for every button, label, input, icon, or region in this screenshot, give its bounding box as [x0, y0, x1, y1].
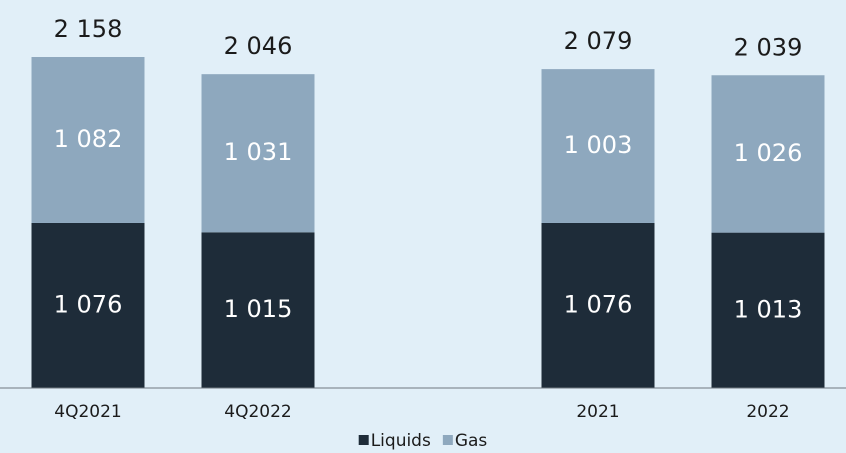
- bar-segment: [541, 222, 655, 388]
- bar-segment: [711, 75, 825, 233]
- segment-label: 1 026: [734, 139, 803, 167]
- x-tick-label: 4Q2021: [54, 402, 121, 422]
- x-tick-label: 2022: [746, 402, 789, 422]
- segment-label: 1 013: [734, 295, 803, 323]
- bar-segment: [31, 222, 145, 388]
- total-label: 2 158: [54, 15, 123, 43]
- bar-segment: [31, 57, 145, 223]
- total-label: 2 079: [564, 27, 633, 55]
- bar-segment: [201, 232, 315, 388]
- segment-label: 1 076: [564, 290, 633, 318]
- legend-text: Liquids: [371, 431, 431, 451]
- bar-segment: [201, 74, 315, 233]
- total-label: 2 039: [734, 33, 803, 61]
- legend-marker: [358, 435, 369, 445]
- x-tick-label: 4Q2022: [224, 402, 291, 422]
- x-tick-label: 2021: [576, 402, 619, 422]
- bar-segment: [711, 232, 825, 388]
- bar-segment: [541, 69, 655, 223]
- total-label: 2 046: [224, 32, 293, 60]
- segment-label: 1 031: [224, 138, 293, 166]
- segment-label: 1 003: [564, 131, 633, 159]
- legend-text: Gas: [455, 431, 488, 451]
- segment-label: 1 082: [54, 125, 123, 153]
- segment-label: 1 015: [224, 295, 293, 323]
- segment-label: 1 076: [54, 290, 123, 318]
- legend-marker: [442, 435, 453, 445]
